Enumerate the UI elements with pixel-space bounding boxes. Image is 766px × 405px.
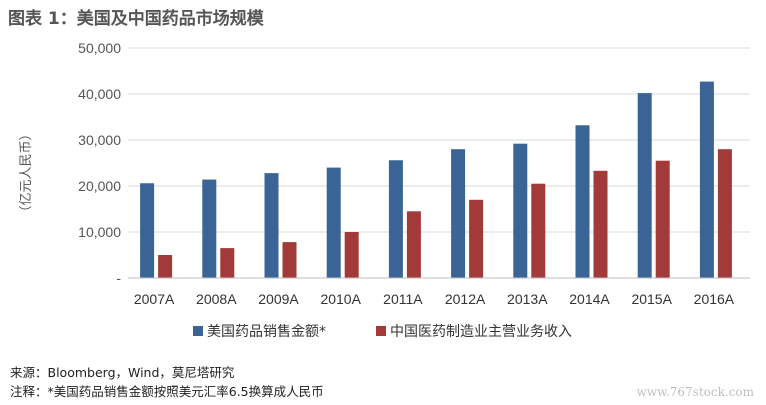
us-sales-bar	[388, 160, 403, 278]
y-tick-label: 50,000	[78, 40, 121, 56]
us-sales-bar	[637, 93, 652, 278]
x-tick-label: 2013A	[507, 291, 548, 307]
x-tick-label: 2007A	[134, 291, 175, 307]
china-revenue-bar	[531, 183, 546, 278]
us-sales-bar	[140, 183, 155, 278]
y-axis-ticks: - 10,000 20,000 30,000 40,000 50,000	[78, 40, 121, 286]
y-tick-label: 30,000	[78, 132, 121, 148]
legend-label: 中国医药制造业主营业务收入	[390, 324, 572, 340]
legend: 美国药品销售金额* 中国医药制造业主营业务收入	[193, 324, 572, 340]
x-tick-label: 2016A	[694, 291, 735, 307]
watermark: www.767stock.com	[636, 385, 754, 399]
x-tick-label: 2014A	[569, 291, 610, 307]
x-tick-label: 2011A	[383, 291, 423, 307]
china-revenue-bar	[220, 248, 235, 278]
x-axis-ticks: 2007A 2008A 2009A 2010A 2011A 2012A 2013A 2014A…	[134, 291, 735, 307]
us-sales-bar	[699, 81, 714, 278]
legend-label: 美国药品销售金额*	[207, 324, 326, 340]
china-revenue-bar	[469, 199, 484, 278]
china-revenue-bar	[344, 232, 359, 278]
x-tick-label: 2012A	[445, 291, 486, 307]
y-tick-label: 10,000	[78, 224, 121, 240]
china-revenue-bar	[655, 160, 670, 278]
x-tick-label: 2008A	[196, 291, 237, 307]
y-axis-label: （亿元人民币）	[19, 127, 34, 218]
china-revenue-bar	[158, 255, 173, 278]
y-tick-label: 40,000	[78, 86, 121, 102]
bars	[140, 81, 732, 278]
us-sales-bar	[513, 143, 528, 278]
china-revenue-bar	[406, 211, 421, 278]
legend-swatch	[376, 326, 386, 336]
y-tick-label: -	[116, 270, 121, 286]
y-tick-label: 20,000	[78, 178, 121, 194]
legend-swatch	[193, 326, 203, 336]
source-note: 来源：Bloomberg，Wind，莫尼塔研究	[10, 365, 235, 380]
us-sales-bar	[202, 179, 217, 278]
x-tick-label: 2010A	[320, 291, 361, 307]
us-sales-bar	[264, 173, 279, 278]
us-sales-bar	[451, 149, 466, 278]
china-revenue-bar	[717, 149, 732, 278]
footnote: 注释：*美国药品销售金额按照美元汇率6.5换算成人民币	[10, 384, 324, 399]
x-tick-label: 2009A	[258, 291, 299, 307]
china-revenue-bar	[593, 170, 608, 278]
chart-title: 图表 1：美国及中国药品市场规模	[8, 9, 264, 29]
us-sales-bar	[326, 167, 341, 278]
us-sales-bar	[575, 125, 590, 278]
china-revenue-bar	[282, 242, 297, 278]
x-tick-label: 2015A	[631, 291, 672, 307]
